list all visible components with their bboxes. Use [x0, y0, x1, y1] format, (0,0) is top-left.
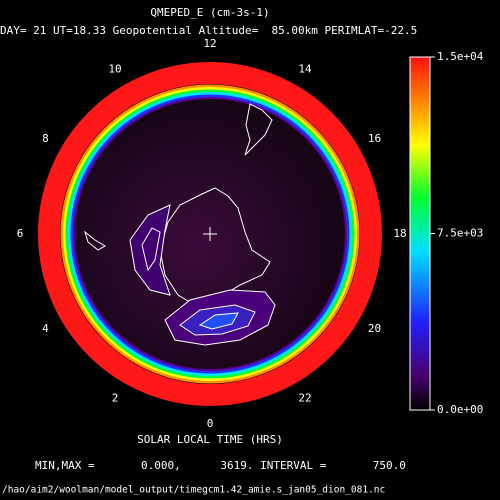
x-axis-label: SOLAR LOCAL TIME (HRS): [137, 433, 283, 446]
local-time-label: 10: [108, 62, 121, 75]
local-time-label: 20: [368, 322, 381, 335]
local-time-label: 6: [17, 227, 24, 240]
local-time-label: 12: [203, 37, 216, 50]
local-time-labels: 12 14 16 18 20 22 0 2 4 6 8 10: [17, 37, 407, 430]
ring-red: [38, 62, 382, 406]
file-path: /hao/aim2/woolman/model_output/timegcm1.…: [2, 485, 385, 496]
local-time-label: 16: [368, 132, 381, 145]
local-time-label: 2: [112, 392, 119, 405]
coastlines: [84, 103, 273, 306]
ring-blue: [70, 94, 350, 374]
local-time-label: 4: [42, 322, 49, 335]
local-time-label: 8: [42, 132, 49, 145]
ring-cyan: [68, 92, 352, 376]
ring-orange: [60, 84, 360, 384]
local-time-label: 22: [298, 392, 311, 405]
colorbar-tick-label: 0.0e+00: [437, 403, 483, 416]
local-time-label: 0: [207, 417, 214, 430]
colorbar-ticks: 1.5e+04 7.5e+03 0.0e+00: [430, 50, 484, 416]
local-time-label: 14: [298, 62, 312, 75]
colorbar: [409, 56, 431, 411]
local-time-label: 18: [393, 227, 406, 240]
colorbar-tick-label: 7.5e+03: [437, 227, 483, 240]
subtitle: DAY= 21 UT=18.33 Geopotential Altitude= …: [0, 24, 417, 37]
ring-yellow: [63, 87, 357, 381]
stats: MIN,MAX = 0.000, 3619. INTERVAL = 750.0: [35, 459, 406, 472]
pole-marker: [203, 227, 217, 241]
contours: [129, 204, 276, 346]
colorbar-tick-label: 1.5e+04: [437, 50, 484, 63]
ring-green: [65, 89, 355, 379]
title: QMEPED_E (cm-3s-1): [150, 6, 269, 19]
